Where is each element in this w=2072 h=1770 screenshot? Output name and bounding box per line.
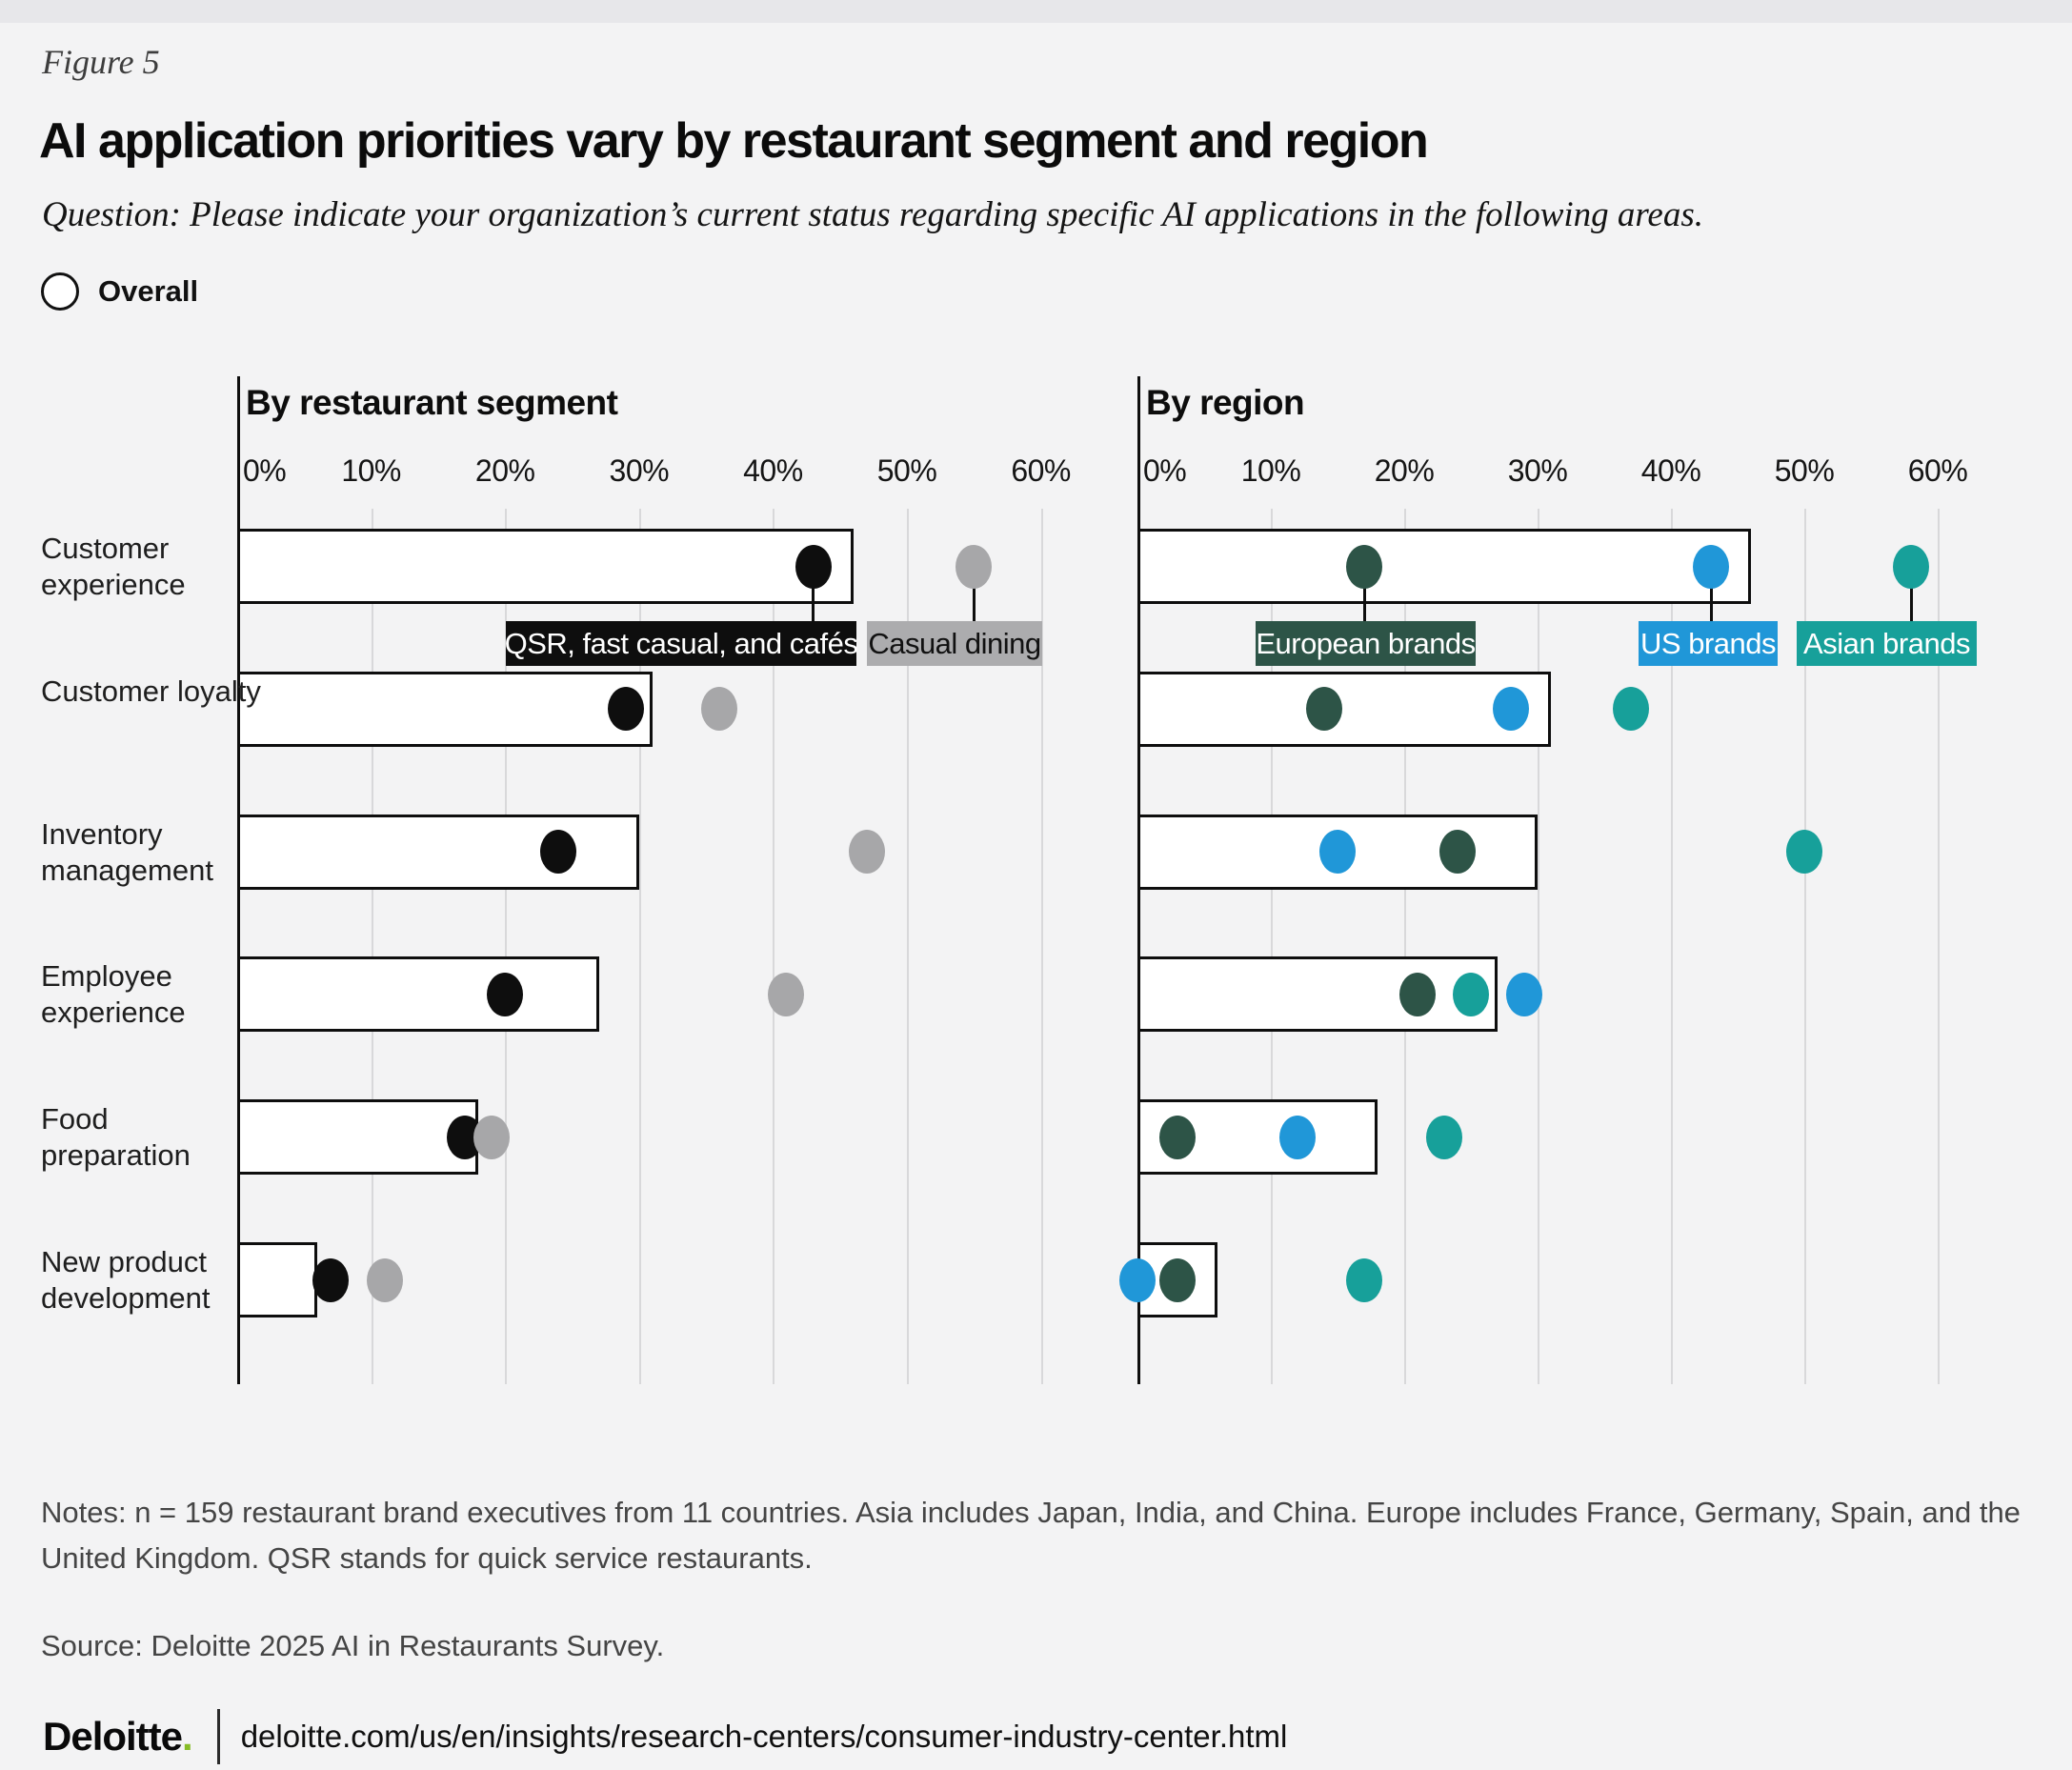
- x-axis-tick-label: 50%: [876, 453, 937, 488]
- gridline: [1804, 509, 1806, 1384]
- panel-title-segment: By restaurant segment: [246, 383, 618, 422]
- series-dot-qsr-fast-casual-and-caf-s: [795, 544, 832, 589]
- series-dot-us-brands: [1279, 1115, 1316, 1159]
- overall-bar: [237, 814, 639, 890]
- gridline: [1271, 509, 1273, 1384]
- overall-bar: [1137, 671, 1551, 747]
- series-dot-us-brands: [1319, 830, 1356, 875]
- series-label-box: US brands: [1639, 621, 1778, 666]
- overall-bar: [1137, 956, 1498, 1033]
- x-axis-tick-label: 0%: [1143, 453, 1187, 488]
- series-dot-casual-dining: [473, 1115, 511, 1159]
- x-axis-tick-label: 60%: [1907, 453, 1968, 488]
- gridline: [371, 509, 373, 1384]
- series-label-box: QSR, fast casual, and cafés: [505, 621, 858, 666]
- series-dot-us-brands: [1493, 687, 1529, 732]
- x-axis-tick-label: 10%: [341, 453, 401, 488]
- series-dot-european-brands: [1159, 1257, 1196, 1302]
- overall-bar: [237, 1242, 318, 1317]
- overall-bar: [237, 956, 599, 1033]
- x-axis-tick-label: 60%: [1011, 453, 1071, 488]
- label-leader-line: [972, 566, 976, 627]
- gridline: [1538, 509, 1539, 1384]
- series-dot-casual-dining: [956, 544, 993, 589]
- x-axis-tick-label: 50%: [1774, 453, 1835, 488]
- footer-url: deloitte.com/us/en/insights/research-cen…: [240, 1719, 1288, 1754]
- x-axis-tick-label: 30%: [1507, 453, 1568, 488]
- series-dot-european-brands: [1399, 972, 1436, 1016]
- gridline: [773, 509, 775, 1384]
- x-axis-tick-label: 20%: [474, 453, 535, 488]
- row-label: Food preparation: [41, 1102, 191, 1173]
- label-leader-line: [1909, 566, 1913, 627]
- series-dot-casual-dining: [848, 830, 885, 875]
- series-dot-qsr-fast-casual-and-caf-s: [312, 1257, 350, 1302]
- footer: Deloitte. deloitte.com/us/en/insights/re…: [43, 1707, 1287, 1766]
- series-dot-asian-brands: [1426, 1115, 1462, 1159]
- series-dot-qsr-fast-casual-and-caf-s: [487, 972, 524, 1016]
- overall-legend-label: Overall: [98, 274, 199, 308]
- footer-divider: [216, 1709, 220, 1764]
- gridline: [907, 509, 909, 1384]
- x-axis-tick-label: 30%: [609, 453, 670, 488]
- page-title: AI application priorities vary by restau…: [39, 113, 1429, 169]
- series-dot-asian-brands: [1453, 972, 1489, 1016]
- row-label: Customer experience: [41, 532, 186, 601]
- series-dot-us-brands: [1693, 544, 1729, 589]
- series-dot-casual-dining: [768, 972, 805, 1016]
- row-label: Inventory management: [41, 816, 213, 887]
- overall-bar: [1137, 529, 1751, 604]
- series-dot-european-brands: [1439, 830, 1476, 875]
- series-dot-european-brands: [1306, 687, 1342, 732]
- series-label-box: Asian brands: [1797, 621, 1977, 666]
- overall-legend: Overall: [41, 272, 198, 311]
- series-dot-european-brands: [1159, 1115, 1196, 1159]
- row-label: Customer loyalty: [41, 674, 261, 708]
- gridline: [1040, 509, 1043, 1384]
- x-axis-tick-label: 20%: [1374, 453, 1435, 488]
- deloitte-logo: Deloitte.: [43, 1714, 193, 1759]
- series-dot-us-brands: [1506, 972, 1542, 1016]
- series-dot-asian-brands: [1893, 544, 1929, 589]
- series-dot-qsr-fast-casual-and-caf-s: [607, 687, 644, 732]
- overall-bar: [237, 671, 653, 747]
- label-leader-line: [1709, 566, 1713, 627]
- row-label: Employee experience: [41, 959, 186, 1030]
- overall-bar: [237, 1099, 479, 1176]
- series-dot-asian-brands: [1613, 687, 1649, 732]
- row-label: New product development: [41, 1245, 211, 1315]
- label-leader-line: [1362, 566, 1366, 627]
- series-dot-casual-dining: [366, 1257, 403, 1302]
- overall-bar: [237, 529, 854, 604]
- gridline: [505, 509, 508, 1384]
- overall-legend-circle-icon: [41, 272, 79, 311]
- deloitte-logo-green-dot: .: [182, 1714, 193, 1759]
- gridline: [1404, 509, 1406, 1384]
- panel-title-region: By region: [1146, 383, 1305, 422]
- x-axis-tick-label: 40%: [743, 453, 803, 488]
- x-axis-tick-label: 10%: [1240, 453, 1301, 488]
- series-dot-us-brands: [1119, 1257, 1156, 1302]
- x-axis-tick-label: 40%: [1640, 453, 1701, 488]
- gridline: [1671, 509, 1673, 1384]
- label-leader-line: [812, 566, 815, 627]
- gridline: [1938, 509, 1940, 1384]
- notes-text: Notes: n = 159 restaurant brand executiv…: [41, 1496, 2021, 1575]
- series-label-box: Casual dining: [867, 621, 1042, 666]
- series-dot-asian-brands: [1346, 1257, 1382, 1302]
- question-text: Question: Please indicate your organizat…: [42, 195, 1704, 234]
- series-dot-european-brands: [1346, 544, 1382, 589]
- series-dot-casual-dining: [701, 687, 738, 732]
- series-dot-asian-brands: [1786, 830, 1822, 875]
- source-text: Source: Deloitte 2025 AI in Restaurants …: [41, 1629, 665, 1662]
- series-dot-qsr-fast-casual-and-caf-s: [540, 830, 577, 875]
- top-strip: [0, 0, 2072, 23]
- series-label-box: European brands: [1256, 621, 1476, 666]
- figure-label: Figure 5: [42, 43, 160, 81]
- x-axis-tick-label: 0%: [243, 453, 287, 488]
- gridline: [638, 509, 641, 1384]
